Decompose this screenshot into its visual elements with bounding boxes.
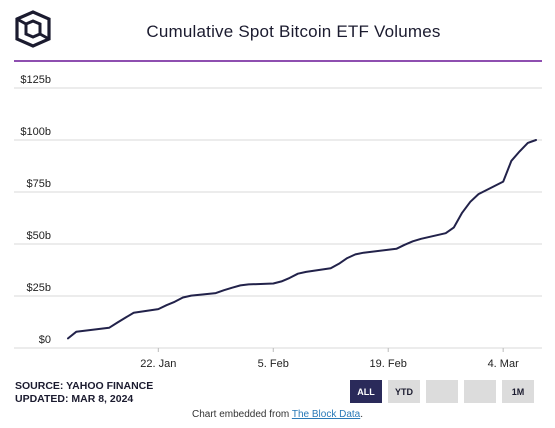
embed-period: .: [360, 409, 364, 420]
the-block-logo-icon: [15, 10, 51, 48]
y-tick-label: $75b: [27, 178, 51, 190]
range-button-1m[interactable]: 1M: [502, 380, 534, 403]
embed-text: Chart embedded from: [191, 409, 292, 420]
chart-header: Cumulative Spot Bitcoin ETF Volumes: [0, 0, 555, 62]
y-tick-label: $100b: [20, 126, 51, 138]
y-tick-label: $0: [39, 334, 51, 346]
x-tick-label: 5. Feb: [258, 358, 289, 370]
range-button-3[interactable]: [426, 380, 458, 403]
chart-title: Cumulative Spot Bitcoin ETF Volumes: [146, 22, 441, 41]
x-tick-label: 4. Mar: [488, 358, 520, 370]
range-button-4[interactable]: [464, 380, 496, 403]
range-button-ytd[interactable]: YTD: [388, 380, 420, 403]
header-divider: [14, 60, 542, 62]
the-block-data-link[interactable]: The Block Data: [291, 409, 361, 420]
source-info: SOURCE: YAHOO FINANCE UPDATED: MAR 8, 20…: [15, 380, 153, 406]
y-tick-label: $50b: [27, 230, 51, 242]
x-tick-label: 19. Feb: [370, 358, 407, 370]
range-button-all[interactable]: ALL: [350, 380, 382, 403]
y-tick-label: $25b: [27, 282, 51, 294]
y-tick-label: $125b: [20, 74, 51, 86]
x-tick-label: 22. Jan: [140, 358, 176, 370]
embed-note: Chart embedded from The Block Data.: [0, 409, 555, 420]
source-label: SOURCE: YAHOO FINANCE: [15, 380, 154, 392]
updated-label: UPDATED: MAR 8, 2024: [15, 393, 134, 405]
series-line: [67, 139, 537, 340]
line-chart: $0 $25b $50b $75b $100b $125b 22. Jan 5. Feb 19.…: [14, 74, 542, 370]
